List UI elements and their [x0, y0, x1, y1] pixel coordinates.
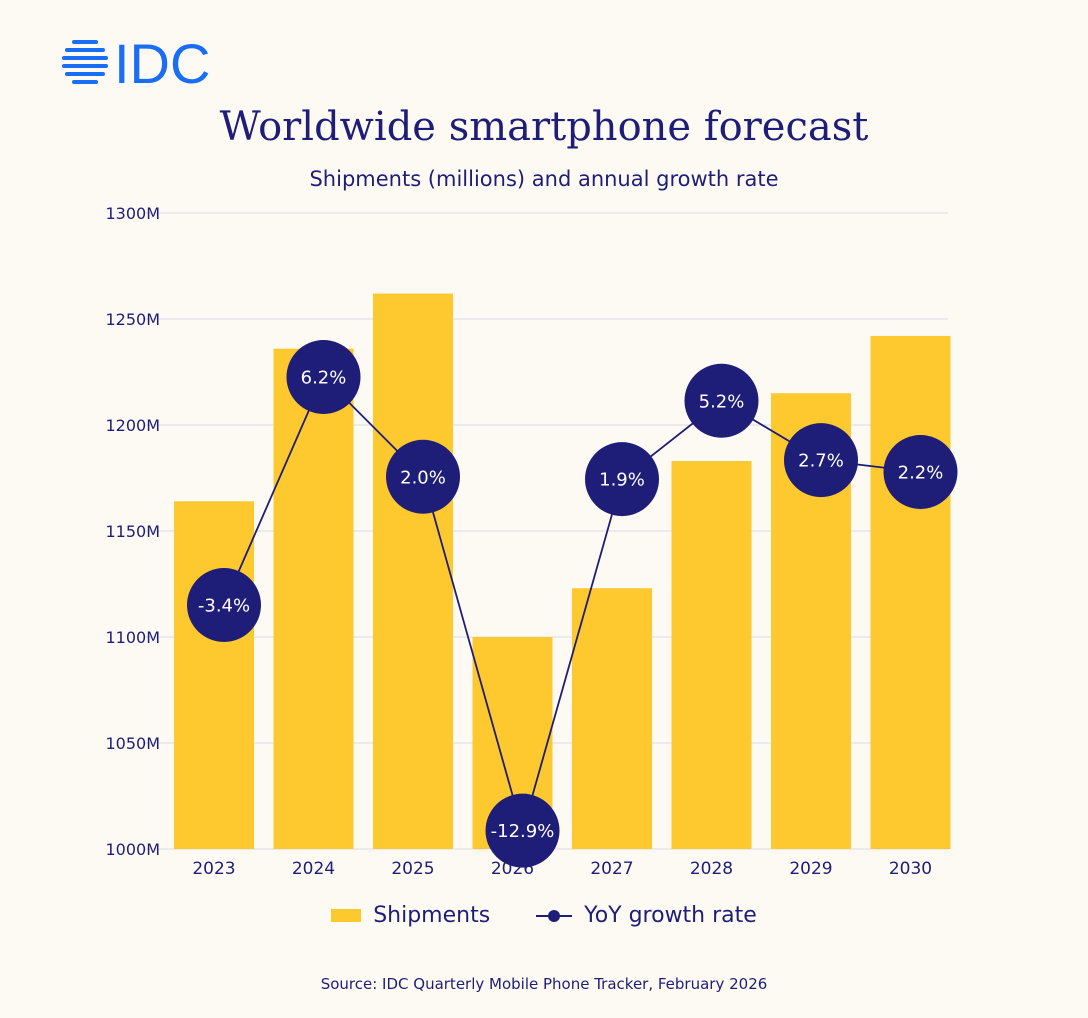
x-tick-label: 2027 — [590, 859, 633, 879]
x-tick-label: 2024 — [292, 859, 335, 879]
growth-point-2024 — [286, 340, 361, 414]
x-tick-label: 2029 — [789, 859, 832, 879]
growth-point-2026 — [485, 793, 560, 868]
growth-data-label: 2.7% — [798, 451, 844, 472]
chart-title: Worldwide smartphone forecast — [219, 104, 869, 150]
x-tick-label: 2025 — [391, 859, 434, 879]
growth-point-2030 — [883, 435, 958, 509]
legend-item-shipments: Shipments — [331, 903, 490, 928]
y-tick-label: 1100M — [105, 628, 160, 647]
x-tick-label: 2023 — [192, 859, 235, 879]
y-tick-label: 1050M — [105, 734, 160, 753]
y-tick-label: 1300M — [105, 204, 160, 223]
bar-2023 — [174, 501, 254, 849]
growth-data-label: 6.2% — [301, 368, 347, 389]
growth-point-2027 — [585, 442, 659, 517]
y-tick-label: 1250M — [105, 310, 160, 329]
y-tick-label: 1000M — [105, 840, 160, 859]
y-tick-label: 1150M — [105, 522, 160, 541]
bar-2028 — [671, 461, 752, 849]
growth-point-2023 — [187, 568, 261, 642]
combo-chart: 1000M 1050M 1100M 1150M 1200M 1250M 1300M 2023… — [105, 204, 958, 879]
growth-data-label: -3.4% — [198, 596, 250, 617]
svg-text:IDC: IDC — [114, 36, 210, 88]
growth-data-label: 1.9% — [599, 470, 645, 491]
source-note: Source: IDC Quarterly Mobile Phone Track… — [320, 975, 768, 993]
bar-2027 — [572, 588, 652, 849]
legend-line-swatch — [536, 909, 573, 922]
y-axis-labels: 1000M 1050M 1100M 1150M 1200M 1250M 1300M — [105, 204, 160, 859]
bar-2030 — [870, 335, 951, 850]
legend-label-growth: YoY growth rate — [584, 903, 757, 928]
legend: Shipments YoY growth rate — [0, 903, 1088, 928]
growth-point-2029 — [784, 423, 858, 498]
legend-label-shipments: Shipments — [373, 903, 491, 928]
idc-logo: IDC — [62, 36, 210, 88]
legend-item-growth: YoY growth rate — [536, 903, 757, 928]
bar-2025 — [373, 293, 453, 849]
growth-data-label: -12.9% — [491, 821, 555, 842]
x-tick-label: 2028 — [690, 859, 733, 879]
growth-data-label: 2.0% — [400, 467, 446, 488]
growth-data-label: 2.2% — [898, 463, 944, 484]
legend-bar-swatch — [331, 909, 362, 922]
x-tick-label: 2030 — [889, 859, 932, 879]
y-tick-label: 1200M — [105, 416, 160, 435]
growth-points: -3.4% 6.2% 2.0% -12.9% 1.9% 5.2% 2.7% 2.2% — [187, 340, 958, 868]
growth-point-2028 — [684, 363, 759, 438]
growth-data-label: 5.2% — [699, 391, 745, 412]
growth-point-2025 — [386, 439, 460, 514]
bar-2024 — [273, 348, 354, 849]
chart-subtitle: Shipments (millions) and annual growth r… — [309, 167, 779, 191]
x-axis-labels: 2023 2024 2025 2026 2027 2028 2029 2030 — [192, 859, 932, 879]
